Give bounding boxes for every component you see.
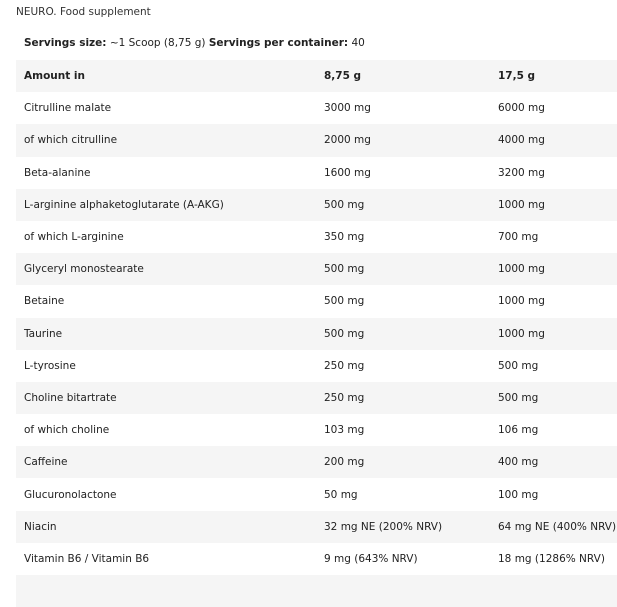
table-row: Taurine 500 mg 1000 mg (16, 317, 617, 350)
table-row: L-arginine alphaketoglutarate (A-AKG) 500… (16, 188, 617, 221)
table-row: Vitamin B6 / Vitamin B6 9 mg (643% NRV) 18… (16, 543, 617, 575)
amount-cell: 500 mg (324, 198, 365, 211)
table-row: Choline bitartrate 250 mg 500 mg (16, 381, 617, 415)
amount-cell: 100 mg (498, 488, 539, 501)
amount-cell: 1000 mg (498, 295, 545, 308)
header-cell: 17,5 g (498, 70, 536, 83)
servings-info: Servings size: ~1 Scoop (8,75 g) Serving… (24, 37, 365, 49)
amount-cell: 9 mg (643% NRV) (324, 552, 418, 565)
ingredient-name: Beta-alanine (24, 166, 91, 179)
servings-per-container-value: 40 (348, 37, 365, 49)
nutrition-table: Amount in 8,75 g 17,5 g Citrulline malat… (16, 60, 617, 607)
amount-cell: 18 mg (1286% NRV) (498, 552, 605, 565)
table-row: Beta-alanine 1600 mg 3200 mg (16, 157, 617, 189)
ingredient-name: Citrulline malate (24, 102, 112, 115)
amount-cell: 32 mg NE (200% NRV) (324, 520, 443, 533)
table-row: of which L-arginine 350 mg 700 mg (16, 221, 617, 253)
amount-cell: 500 mg (324, 327, 365, 340)
ingredient-name: Taurine (24, 327, 63, 340)
table-row-partial (16, 575, 617, 607)
page-title: NEURO. Food supplement (16, 6, 151, 18)
table-row: L-tyrosine 250 mg 500 mg (16, 350, 617, 382)
table-row: Citrulline malate 3000 mg 6000 mg (16, 92, 617, 124)
ingredient-name: Betaine (24, 295, 65, 308)
table-row: of which choline 103 mg 106 mg (16, 414, 617, 446)
table-row: Betaine 500 mg 1000 mg (16, 285, 617, 317)
header-cell: 8,75 g (324, 70, 362, 83)
table-row: Glucuronolactone 50 mg 100 mg (16, 478, 617, 510)
header-cell: Amount in (24, 70, 85, 83)
table-row: Caffeine 200 mg 400 mg (16, 446, 617, 479)
amount-cell: 500 mg (498, 359, 539, 372)
amount-cell: 500 mg (324, 263, 365, 276)
ingredient-name: Glyceryl monostearate (24, 263, 144, 276)
amount-cell: 106 mg (498, 424, 539, 437)
table-row: of which citrulline 2000 mg 4000 mg (16, 124, 617, 157)
servings-size-label: Servings size: (24, 37, 107, 49)
amount-cell: 1000 mg (498, 263, 545, 276)
amount-cell: 200 mg (324, 456, 365, 469)
amount-cell: 3000 mg (324, 102, 371, 115)
table-row: Niacin 32 mg NE (200% NRV) 64 mg NE (400% … (16, 510, 617, 543)
servings-size-value: ~1 Scoop (8,75 g) (106, 37, 209, 49)
amount-cell: 4000 mg (498, 134, 545, 147)
servings-per-container-label: Servings per container: (208, 37, 349, 49)
amount-cell: 250 mg (324, 391, 365, 404)
amount-cell: 2000 mg (324, 134, 371, 147)
ingredient-name: of which citrulline (24, 134, 118, 147)
amount-cell: 1600 mg (324, 166, 371, 179)
amount-cell: 250 mg (324, 359, 365, 372)
ingredient-name: of which L-arginine (24, 231, 124, 244)
table-header-row: Amount in 8,75 g 17,5 g (16, 60, 617, 93)
ingredient-name: Vitamin B6 / Vitamin B6 (24, 552, 150, 565)
ingredient-name: L-arginine alphaketoglutarate (A-AKG) (24, 198, 224, 211)
table-row: Glyceryl monostearate 500 mg 1000 mg (16, 253, 617, 286)
amount-cell: 64 mg NE (400% NRV) (498, 520, 617, 533)
amount-cell: 103 mg (324, 424, 365, 437)
amount-cell: 400 mg (498, 456, 539, 469)
ingredient-name: Caffeine (24, 456, 68, 469)
amount-cell: 1000 mg (498, 327, 545, 340)
ingredient-name: Glucuronolactone (24, 488, 117, 501)
amount-cell: 500 mg (324, 295, 365, 308)
amount-cell: 500 mg (498, 391, 539, 404)
amount-cell: 1000 mg (498, 198, 545, 211)
ingredient-name: of which choline (24, 424, 110, 437)
ingredient-name: L-tyrosine (24, 359, 76, 372)
amount-cell: 350 mg (324, 231, 365, 244)
amount-cell: 6000 mg (498, 102, 545, 115)
ingredient-name: Niacin (24, 520, 57, 533)
ingredient-name: Choline bitartrate (24, 391, 117, 404)
amount-cell: 3200 mg (498, 166, 545, 179)
amount-cell: 50 mg (324, 488, 358, 501)
amount-cell: 700 mg (498, 231, 539, 244)
